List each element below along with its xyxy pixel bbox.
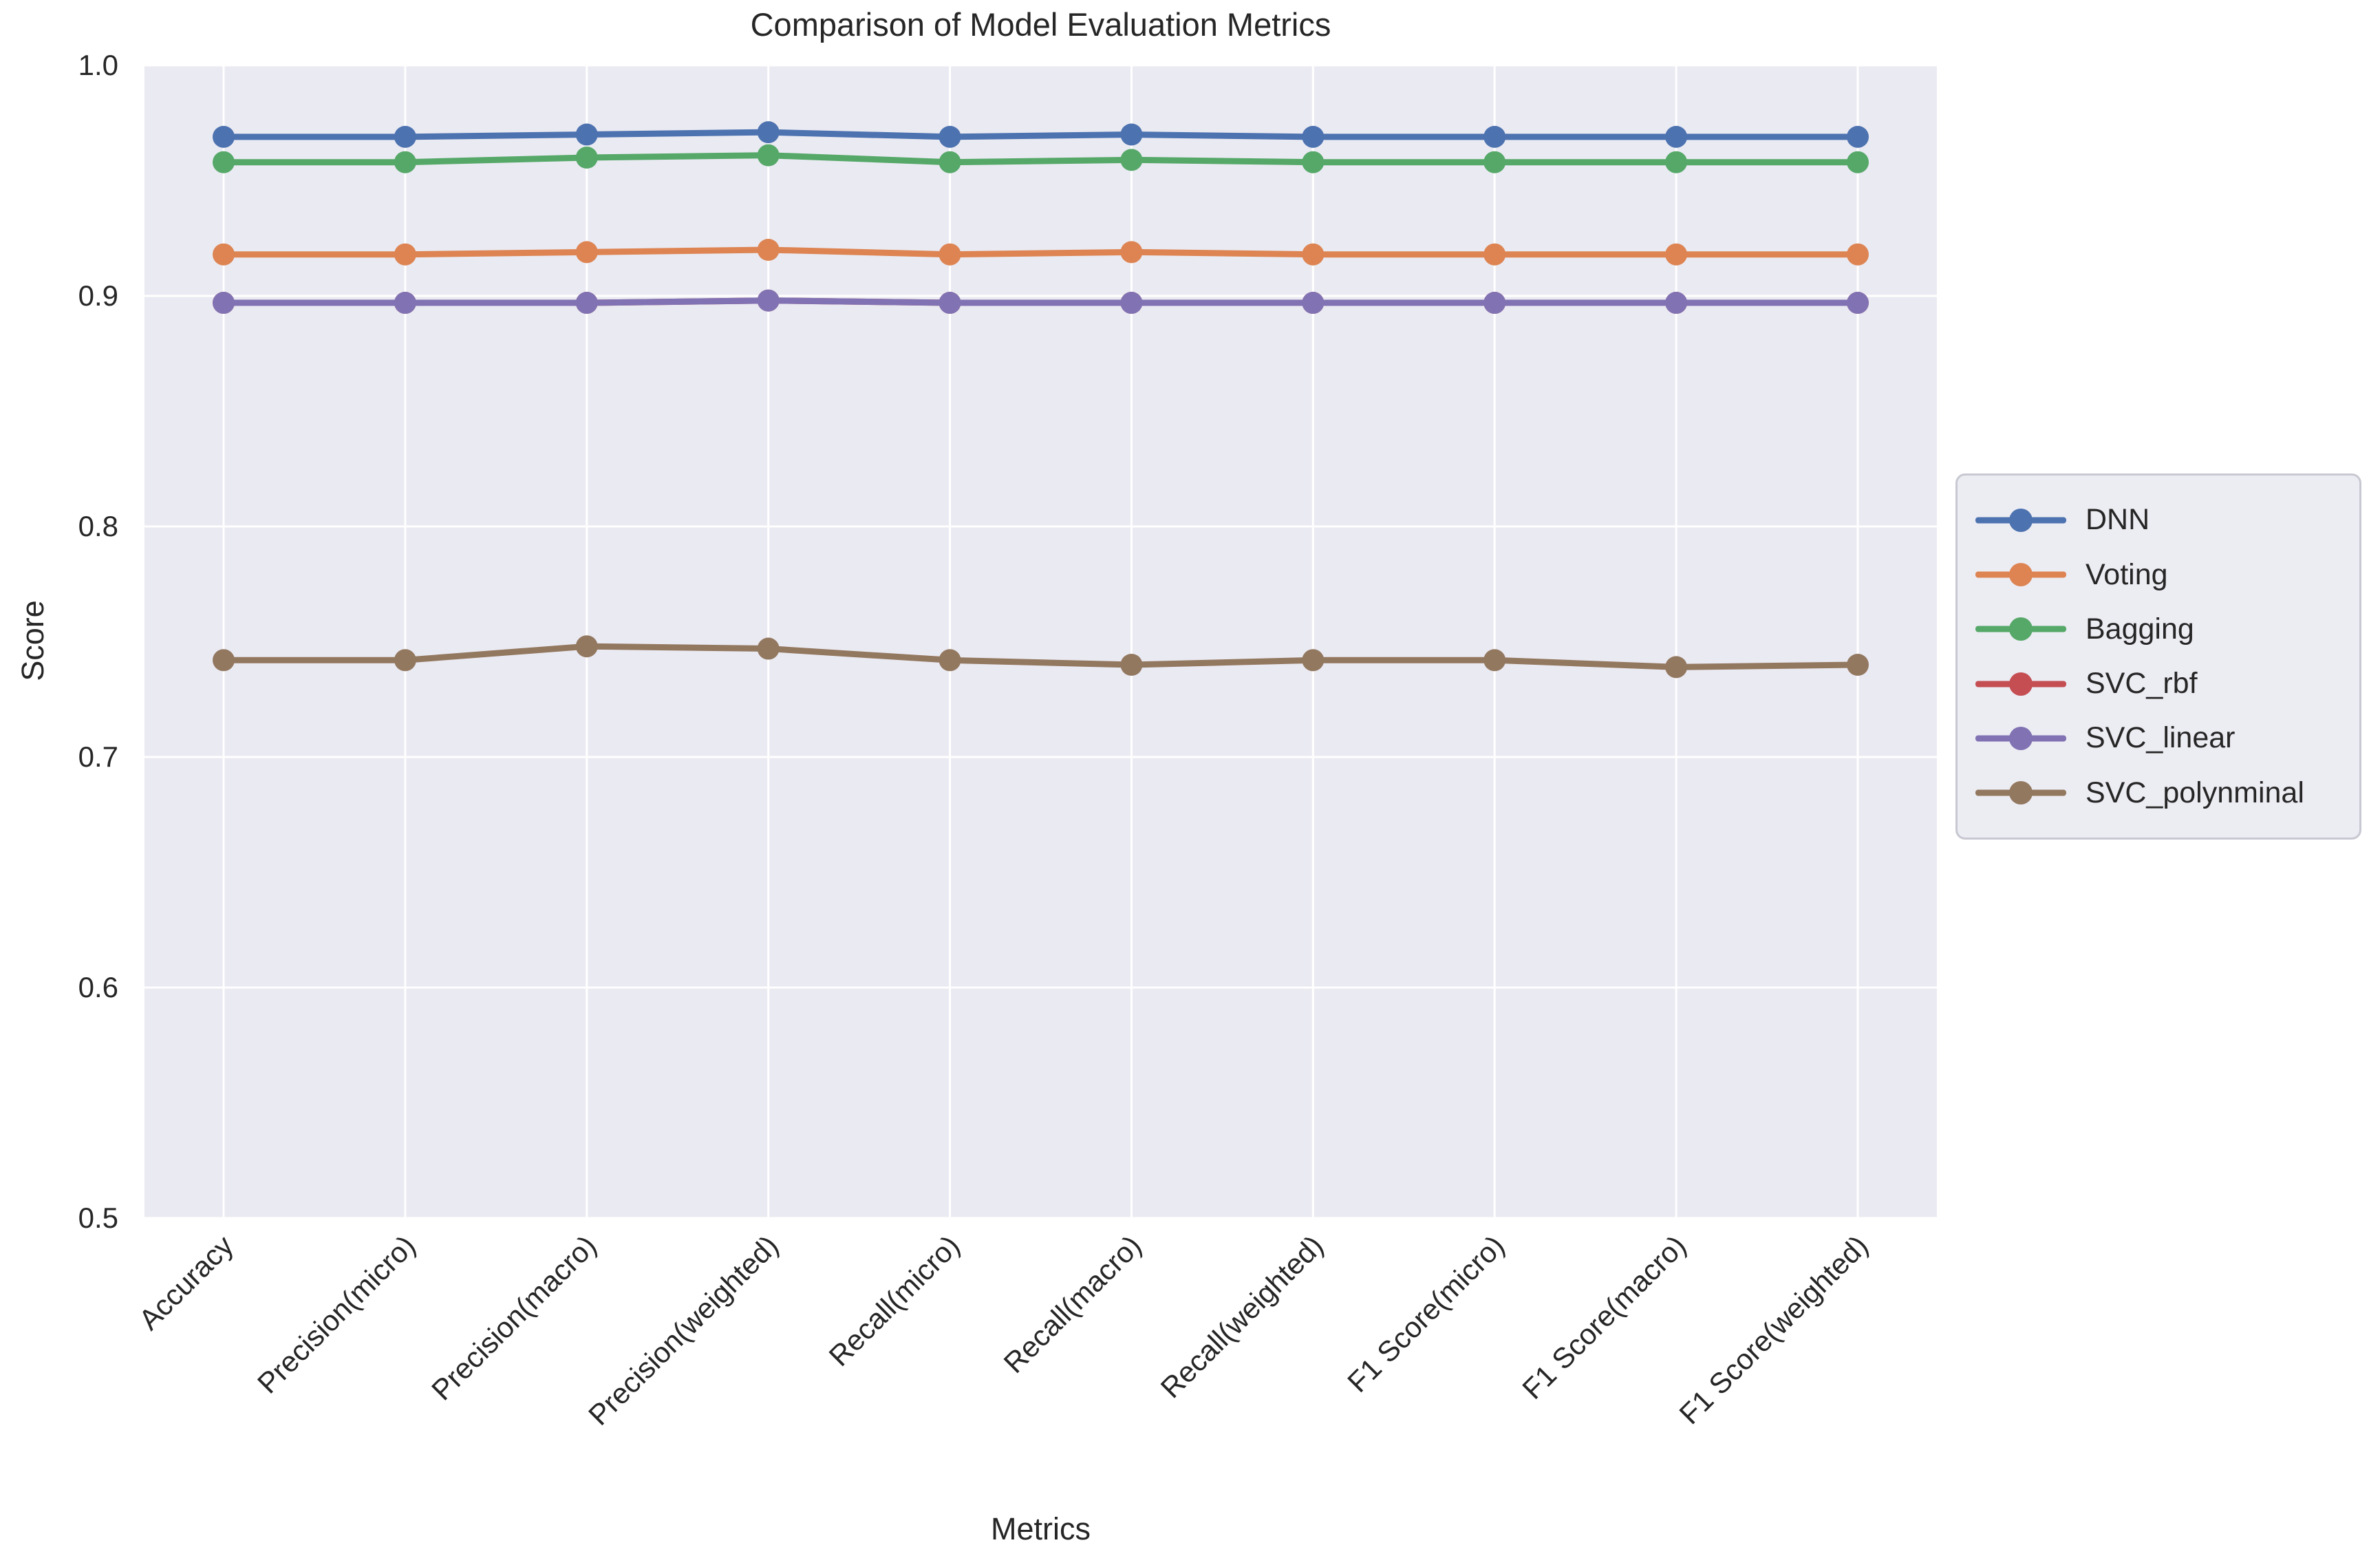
series-marker-SVC_polynminal — [757, 637, 780, 660]
series-marker-Voting — [1847, 243, 1869, 266]
legend-swatch-icon — [1975, 615, 2066, 643]
series-marker-Voting — [1483, 243, 1506, 266]
series-marker-Voting — [394, 243, 416, 266]
series-marker-Bagging — [1302, 151, 1325, 173]
series-marker-DNN — [1302, 125, 1325, 148]
plot-background — [144, 65, 1937, 1218]
legend-item-Voting: Voting — [1975, 558, 2341, 592]
legend-marker-dot — [2009, 726, 2033, 750]
series-marker-SVC_linear — [1483, 292, 1506, 315]
series-marker-DNN — [213, 125, 235, 148]
legend: DNN Voting Bagging SVC_rbf SVC_linear SVC_pol… — [1955, 473, 2361, 840]
series-marker-Bagging — [394, 151, 416, 173]
series-marker-SVC_linear — [757, 289, 780, 312]
series-marker-Voting — [939, 243, 961, 266]
y-tick-label: 1.0 — [78, 49, 118, 81]
series-marker-Voting — [213, 243, 235, 266]
series-marker-Bagging — [939, 151, 961, 173]
series-marker-Bagging — [1665, 151, 1688, 173]
legend-item-Bagging: Bagging — [1975, 612, 2341, 646]
series-line-SVC_polynminal — [224, 643, 1858, 670]
series-marker-Bagging — [213, 151, 235, 173]
legend-marker-dot — [2009, 672, 2033, 696]
legend-marker-dot — [2009, 781, 2033, 805]
y-tick-label: 0.8 — [78, 510, 118, 542]
legend-marker-dot — [2009, 508, 2033, 532]
series-marker-SVC_polynminal — [1302, 649, 1325, 672]
series-marker-SVC_linear — [1302, 292, 1325, 315]
series-marker-SVC_polynminal — [939, 649, 961, 672]
series-marker-SVC_linear — [213, 292, 235, 315]
series-line-Bagging — [224, 152, 1858, 166]
series-marker-SVC_polynminal — [1665, 656, 1688, 679]
series-marker-DNN — [1483, 125, 1506, 148]
series-marker-SVC_polynminal — [1847, 654, 1869, 676]
chart-title: Comparison of Model Evaluation Metrics — [750, 6, 1331, 43]
legend-marker-dot — [2009, 563, 2033, 587]
y-tick-label: 0.5 — [78, 1202, 118, 1234]
legend-swatch-icon — [1975, 670, 2066, 699]
series-marker-DNN — [1847, 125, 1869, 148]
legend-item-SVC_linear: SVC_linear — [1975, 721, 2341, 755]
legend-swatch-icon — [1975, 724, 2066, 753]
legend-label: Voting — [2086, 557, 2168, 591]
series-marker-Voting — [575, 241, 598, 264]
legend-item-SVC_polynminal: SVC_polynminal — [1975, 776, 2341, 810]
series-marker-Bagging — [1120, 149, 1143, 171]
y-tick-label: 0.9 — [78, 279, 118, 312]
series-marker-Voting — [1302, 243, 1325, 266]
legend-label: DNN — [2086, 503, 2150, 537]
series-line-Voting — [224, 246, 1858, 258]
series-marker-DNN — [1665, 125, 1688, 148]
legend-swatch-icon — [1975, 560, 2066, 589]
series-marker-Bagging — [1847, 151, 1869, 173]
legend-item-DNN: DNN — [1975, 503, 2341, 537]
series-marker-Bagging — [1483, 151, 1506, 173]
series-marker-SVC_polynminal — [1483, 649, 1506, 672]
legend-label: SVC_linear — [2086, 721, 2236, 755]
series-line-SVC_linear — [224, 297, 1858, 306]
series-marker-DNN — [939, 125, 961, 148]
legend-label: SVC_polynminal — [2086, 776, 2304, 809]
series-marker-Bagging — [757, 144, 780, 167]
legend-label: Bagging — [2086, 612, 2194, 646]
y-tick-label: 0.7 — [78, 740, 118, 773]
series-line-DNN — [224, 129, 1858, 140]
series-marker-SVC_linear — [1120, 292, 1143, 315]
legend-label: SVC_rbf — [2086, 667, 2198, 701]
series-marker-Voting — [1120, 241, 1143, 264]
series-marker-SVC_polynminal — [213, 649, 235, 672]
series-marker-Bagging — [575, 147, 598, 169]
x-axis-label: Metrics — [991, 1511, 1091, 1546]
series-marker-SVC_polynminal — [394, 649, 416, 672]
legend-marker-dot — [2009, 617, 2033, 641]
series-marker-SVC_linear — [1665, 292, 1688, 315]
series-marker-SVC_linear — [394, 292, 416, 315]
legend-item-SVC_rbf: SVC_rbf — [1975, 667, 2341, 701]
series-marker-Voting — [1665, 243, 1688, 266]
series-marker-SVC_linear — [1847, 292, 1869, 315]
series-marker-SVC_polynminal — [1120, 654, 1143, 676]
series-marker-SVC_linear — [939, 292, 961, 315]
series-marker-SVC_linear — [575, 292, 598, 315]
series-marker-SVC_polynminal — [575, 635, 598, 658]
series-marker-DNN — [394, 125, 416, 148]
legend-swatch-icon — [1975, 778, 2066, 807]
y-tick-label: 0.6 — [78, 971, 118, 1003]
series-marker-DNN — [757, 121, 780, 144]
legend-swatch-icon — [1975, 506, 2066, 535]
series-marker-Voting — [757, 239, 780, 261]
series-marker-DNN — [575, 123, 598, 146]
series-marker-DNN — [1120, 123, 1143, 146]
